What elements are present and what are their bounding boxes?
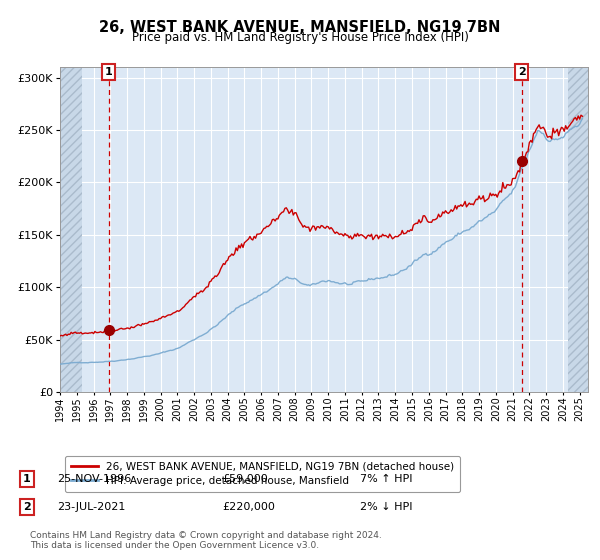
Text: 25-NOV-1996: 25-NOV-1996 [57, 474, 131, 484]
Text: 1: 1 [105, 67, 112, 77]
Text: Contains HM Land Registry data © Crown copyright and database right 2024.
This d: Contains HM Land Registry data © Crown c… [30, 530, 382, 550]
Text: 2: 2 [23, 502, 31, 512]
Text: 2% ↓ HPI: 2% ↓ HPI [360, 502, 413, 512]
Text: Price paid vs. HM Land Registry's House Price Index (HPI): Price paid vs. HM Land Registry's House … [131, 31, 469, 44]
Text: £59,000: £59,000 [222, 474, 268, 484]
Text: 2: 2 [518, 67, 526, 77]
Legend: 26, WEST BANK AVENUE, MANSFIELD, NG19 7BN (detached house), HPI: Average price, : 26, WEST BANK AVENUE, MANSFIELD, NG19 7B… [65, 456, 460, 492]
Text: 26, WEST BANK AVENUE, MANSFIELD, NG19 7BN: 26, WEST BANK AVENUE, MANSFIELD, NG19 7B… [100, 20, 500, 35]
Text: 1: 1 [23, 474, 31, 484]
Text: 23-JUL-2021: 23-JUL-2021 [57, 502, 125, 512]
Bar [60, 67, 82, 392]
Text: £220,000: £220,000 [222, 502, 275, 512]
Bar [568, 67, 588, 392]
Text: 7% ↑ HPI: 7% ↑ HPI [360, 474, 413, 484]
